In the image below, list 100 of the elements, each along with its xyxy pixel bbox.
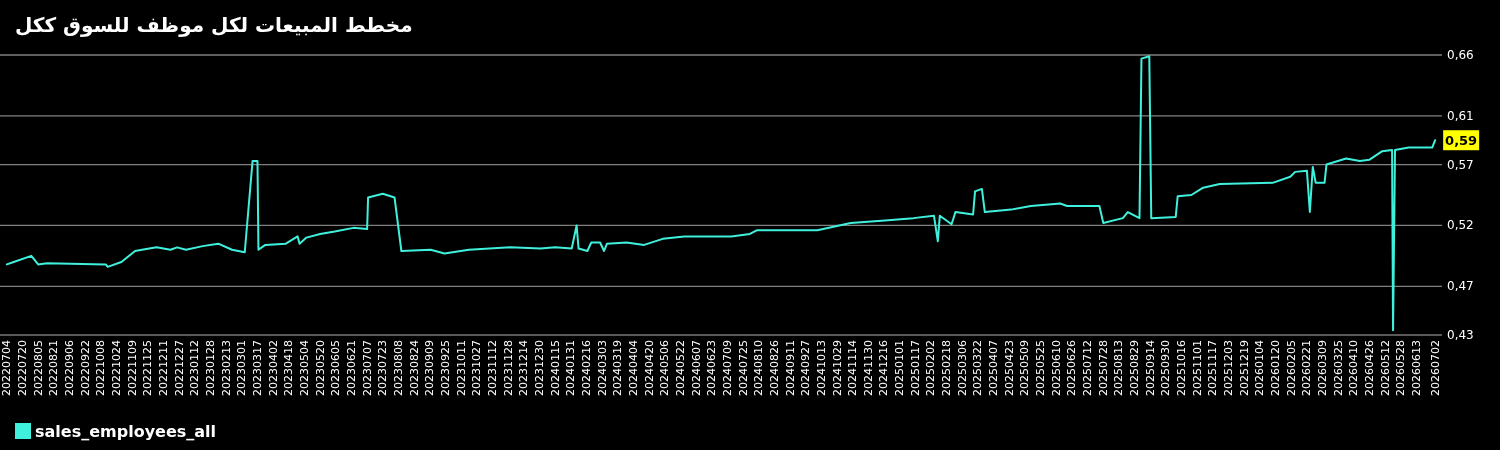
x-tick-label: 20250626	[1065, 340, 1079, 396]
x-tick-label: 20250813	[1112, 340, 1126, 396]
x-tick-label: 20231112	[485, 340, 499, 396]
x-tick-label: 20260528	[1394, 340, 1408, 396]
annotation: 0,59	[1445, 132, 1478, 148]
x-tick-label: 20251117	[1206, 340, 1220, 396]
x-tick-label: 20230504	[297, 340, 311, 396]
x-tick-label: 20241130	[861, 340, 875, 396]
x-tick-label: 20220720	[16, 340, 30, 396]
x-tick-label: 20250914	[1143, 340, 1157, 396]
x-tick-label: 20250306	[955, 340, 969, 396]
x-tick-label: 20221227	[172, 340, 186, 396]
x-tick-label: 20231011	[454, 340, 468, 396]
x-tick-label: 20230301	[235, 340, 249, 396]
x-tick-label: 20250829	[1128, 340, 1142, 396]
x-tick-label: 20241114	[846, 340, 860, 396]
x-tick-label: 20221024	[110, 340, 123, 396]
x-tick-label: 20231027	[470, 340, 484, 396]
x-tick-label: 20220821	[47, 340, 61, 396]
x-tick-label: 20240420	[642, 340, 656, 396]
x-tick-label: 20240404	[626, 340, 640, 396]
x-tick-label: 20250930	[1159, 340, 1173, 396]
x-tick-label: 20230925	[438, 340, 452, 396]
x-tick-label: 20240623	[705, 340, 719, 396]
x-tick-label: 20230808	[391, 340, 405, 396]
x-tick-label: 20230605	[329, 340, 343, 396]
chart-title: مخطط المبيعات لكل موظف للسوق ككل	[15, 13, 413, 37]
x-tick-label: 20250407	[987, 340, 1001, 396]
x-tick-label: 20250322	[971, 340, 985, 396]
x-tick-label: 20220704	[0, 340, 14, 396]
x-tick-label: 20241029	[830, 340, 844, 396]
y-tick-label: 0,61	[1447, 108, 1474, 123]
x-tick-label: 20221211	[156, 340, 170, 396]
x-tick-label: 20221008	[94, 340, 108, 396]
x-tick-label: 20260205	[1284, 340, 1298, 396]
x-tick-label: 20260309	[1316, 340, 1330, 396]
x-tick-label: 20221125	[141, 340, 155, 396]
x-tick-label: 20250423	[1002, 340, 1016, 396]
y-tick-label: 0,66	[1447, 48, 1474, 62]
x-tick-label: 20220805	[31, 340, 45, 396]
x-tick-label: 20240131	[564, 340, 578, 396]
x-tick-label: 20250117	[908, 340, 922, 396]
x-tick-label: 20230824	[407, 340, 421, 396]
x-tick-label: 20230402	[266, 340, 280, 396]
y-tick-label: 0,47	[1447, 279, 1474, 294]
x-tick-label: 20251016	[1175, 340, 1189, 396]
x-tick-label: 20251219	[1237, 340, 1251, 396]
x-tick-label: 20240810	[752, 340, 766, 396]
x-tick-label: 20260702	[1428, 340, 1442, 396]
x-tick-label: 20230213	[219, 340, 233, 396]
x-tick-label: 20240319	[611, 340, 625, 396]
x-tick-label: 20240303	[595, 340, 609, 396]
x-tick-label: 20230707	[360, 340, 374, 396]
x-tick-label: 20260120	[1269, 340, 1283, 396]
x-tick-label: 20260325	[1331, 340, 1345, 396]
x-tick-label: 20241216	[877, 340, 891, 396]
x-tick-label: 20240911	[783, 340, 797, 396]
y-tick-label: 0,57	[1447, 157, 1474, 172]
x-tick-label: 20231230	[532, 340, 546, 396]
x-tick-label: 20230909	[423, 340, 437, 396]
x-tick-label: 20250525	[1034, 340, 1048, 396]
legend-label: sales_employees_all	[35, 421, 217, 441]
x-tick-label: 20230520	[313, 340, 327, 396]
x-tick-label: 20220906	[63, 340, 77, 396]
x-tick-label: 20220922	[78, 340, 92, 396]
x-tick-label: 20250712	[1081, 340, 1095, 396]
x-tick-label: 20260613	[1410, 340, 1424, 396]
x-tick-label: 20250202	[924, 340, 938, 396]
x-tick-label: 20241013	[814, 340, 828, 396]
x-tick-label: 20240115	[548, 340, 562, 396]
x-tick-label: 20251203	[1222, 340, 1236, 396]
y-tick-label: 0,43	[1447, 328, 1474, 342]
x-tick-label: 20231214	[517, 340, 531, 396]
x-tick-label: 20251101	[1190, 340, 1204, 396]
x-tick-label: 20260512	[1378, 340, 1392, 396]
x-tick-label: 20260221	[1300, 340, 1314, 396]
x-tick-label: 20230418	[282, 340, 296, 396]
x-tick-label: 20240826	[767, 340, 781, 396]
x-tick-label: 20250610	[1049, 340, 1063, 396]
x-tick-label: 20240506	[658, 340, 672, 396]
x-tick-label: 20240709	[720, 340, 734, 396]
x-tick-label: 20260410	[1347, 340, 1361, 396]
x-tick-label: 20260426	[1363, 340, 1377, 396]
x-tick-label: 20230112	[188, 340, 202, 396]
x-tick-label: 20260104	[1253, 340, 1267, 396]
x-tick-label: 20240607	[689, 340, 703, 396]
x-tick-label: 20240522	[673, 340, 687, 396]
x-tick-label: 20250218	[940, 340, 954, 396]
x-tick-label: 20250728	[1096, 340, 1110, 396]
x-tick-label: 20250101	[893, 340, 907, 396]
x-tick-label: 20240927	[799, 340, 813, 396]
x-tick-label: 20240216	[579, 340, 593, 396]
x-tick-label: 20221109	[125, 340, 139, 396]
x-tick-label: 20231128	[501, 340, 515, 396]
y-tick-label: 0,52	[1447, 218, 1474, 233]
x-tick-label: 20240725	[736, 340, 750, 396]
x-tick-label: 20250509	[1018, 340, 1032, 396]
x-tick-label: 20230128	[203, 340, 217, 396]
x-tick-label: 20230621	[344, 340, 358, 396]
x-tick-label: 20230317	[250, 340, 264, 396]
